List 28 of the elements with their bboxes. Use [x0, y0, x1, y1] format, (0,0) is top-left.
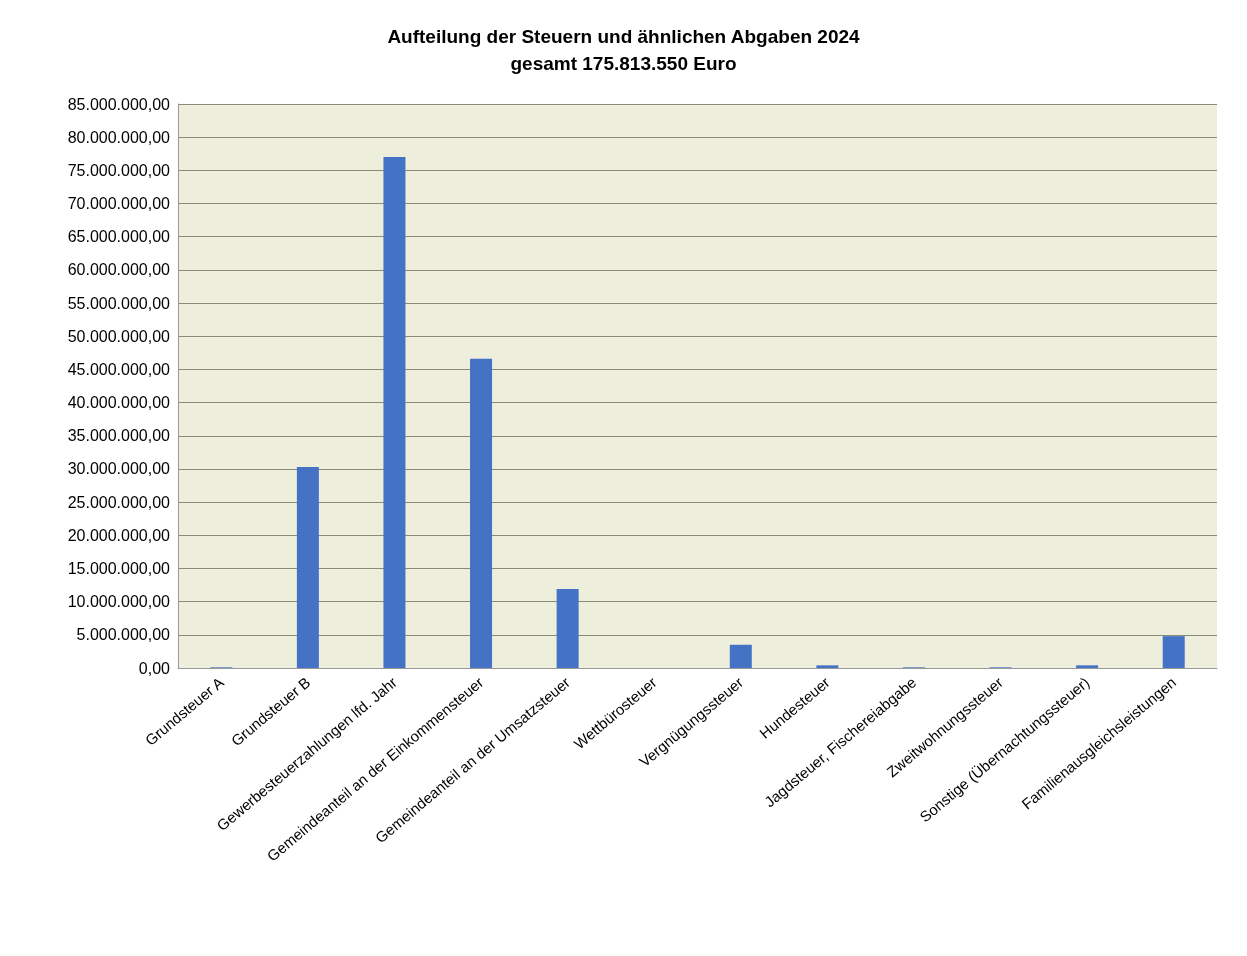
y-tick-label: 0,00: [138, 659, 171, 677]
y-tick-label: 80.000.000,00: [67, 128, 171, 146]
y-tick-label: 60.000.000,00: [67, 261, 171, 279]
y-tick-label: 20.000.000,00: [67, 526, 171, 544]
bar: [470, 358, 493, 668]
y-tick-label: 15.000.000,00: [67, 559, 171, 577]
chart-title: Aufteilung der Steuern und ähnlichen Abgaben 2024: [387, 26, 861, 47]
y-tick-label: 85.000.000,00: [67, 95, 171, 113]
y-tick-label: 40.000.000,00: [67, 394, 171, 412]
chart-subtitle: gesamt 175.813.550 Euro: [510, 53, 737, 74]
bar: [1076, 665, 1099, 668]
y-tick-label: 45.000.000,00: [67, 360, 171, 378]
y-tick-label: 50.000.000,00: [67, 327, 171, 345]
y-tick-label: 75.000.000,00: [67, 161, 171, 179]
bar: [1162, 636, 1185, 668]
y-tick-label: 55.000.000,00: [67, 294, 171, 312]
bar: [296, 466, 319, 668]
bar: [556, 589, 579, 668]
y-tick-label: 5.000.000,00: [76, 626, 171, 644]
bar: [383, 157, 406, 668]
bar: [729, 644, 752, 668]
y-tick-label: 25.000.000,00: [67, 493, 171, 511]
y-tick-label: 65.000.000,00: [67, 228, 171, 246]
y-tick-label: 10.000.000,00: [67, 593, 171, 611]
y-tick-label: 30.000.000,00: [67, 460, 171, 478]
y-tick-label: 70.000.000,00: [67, 195, 171, 213]
y-tick-label: 35.000.000,00: [67, 427, 171, 445]
bar: [816, 665, 839, 668]
